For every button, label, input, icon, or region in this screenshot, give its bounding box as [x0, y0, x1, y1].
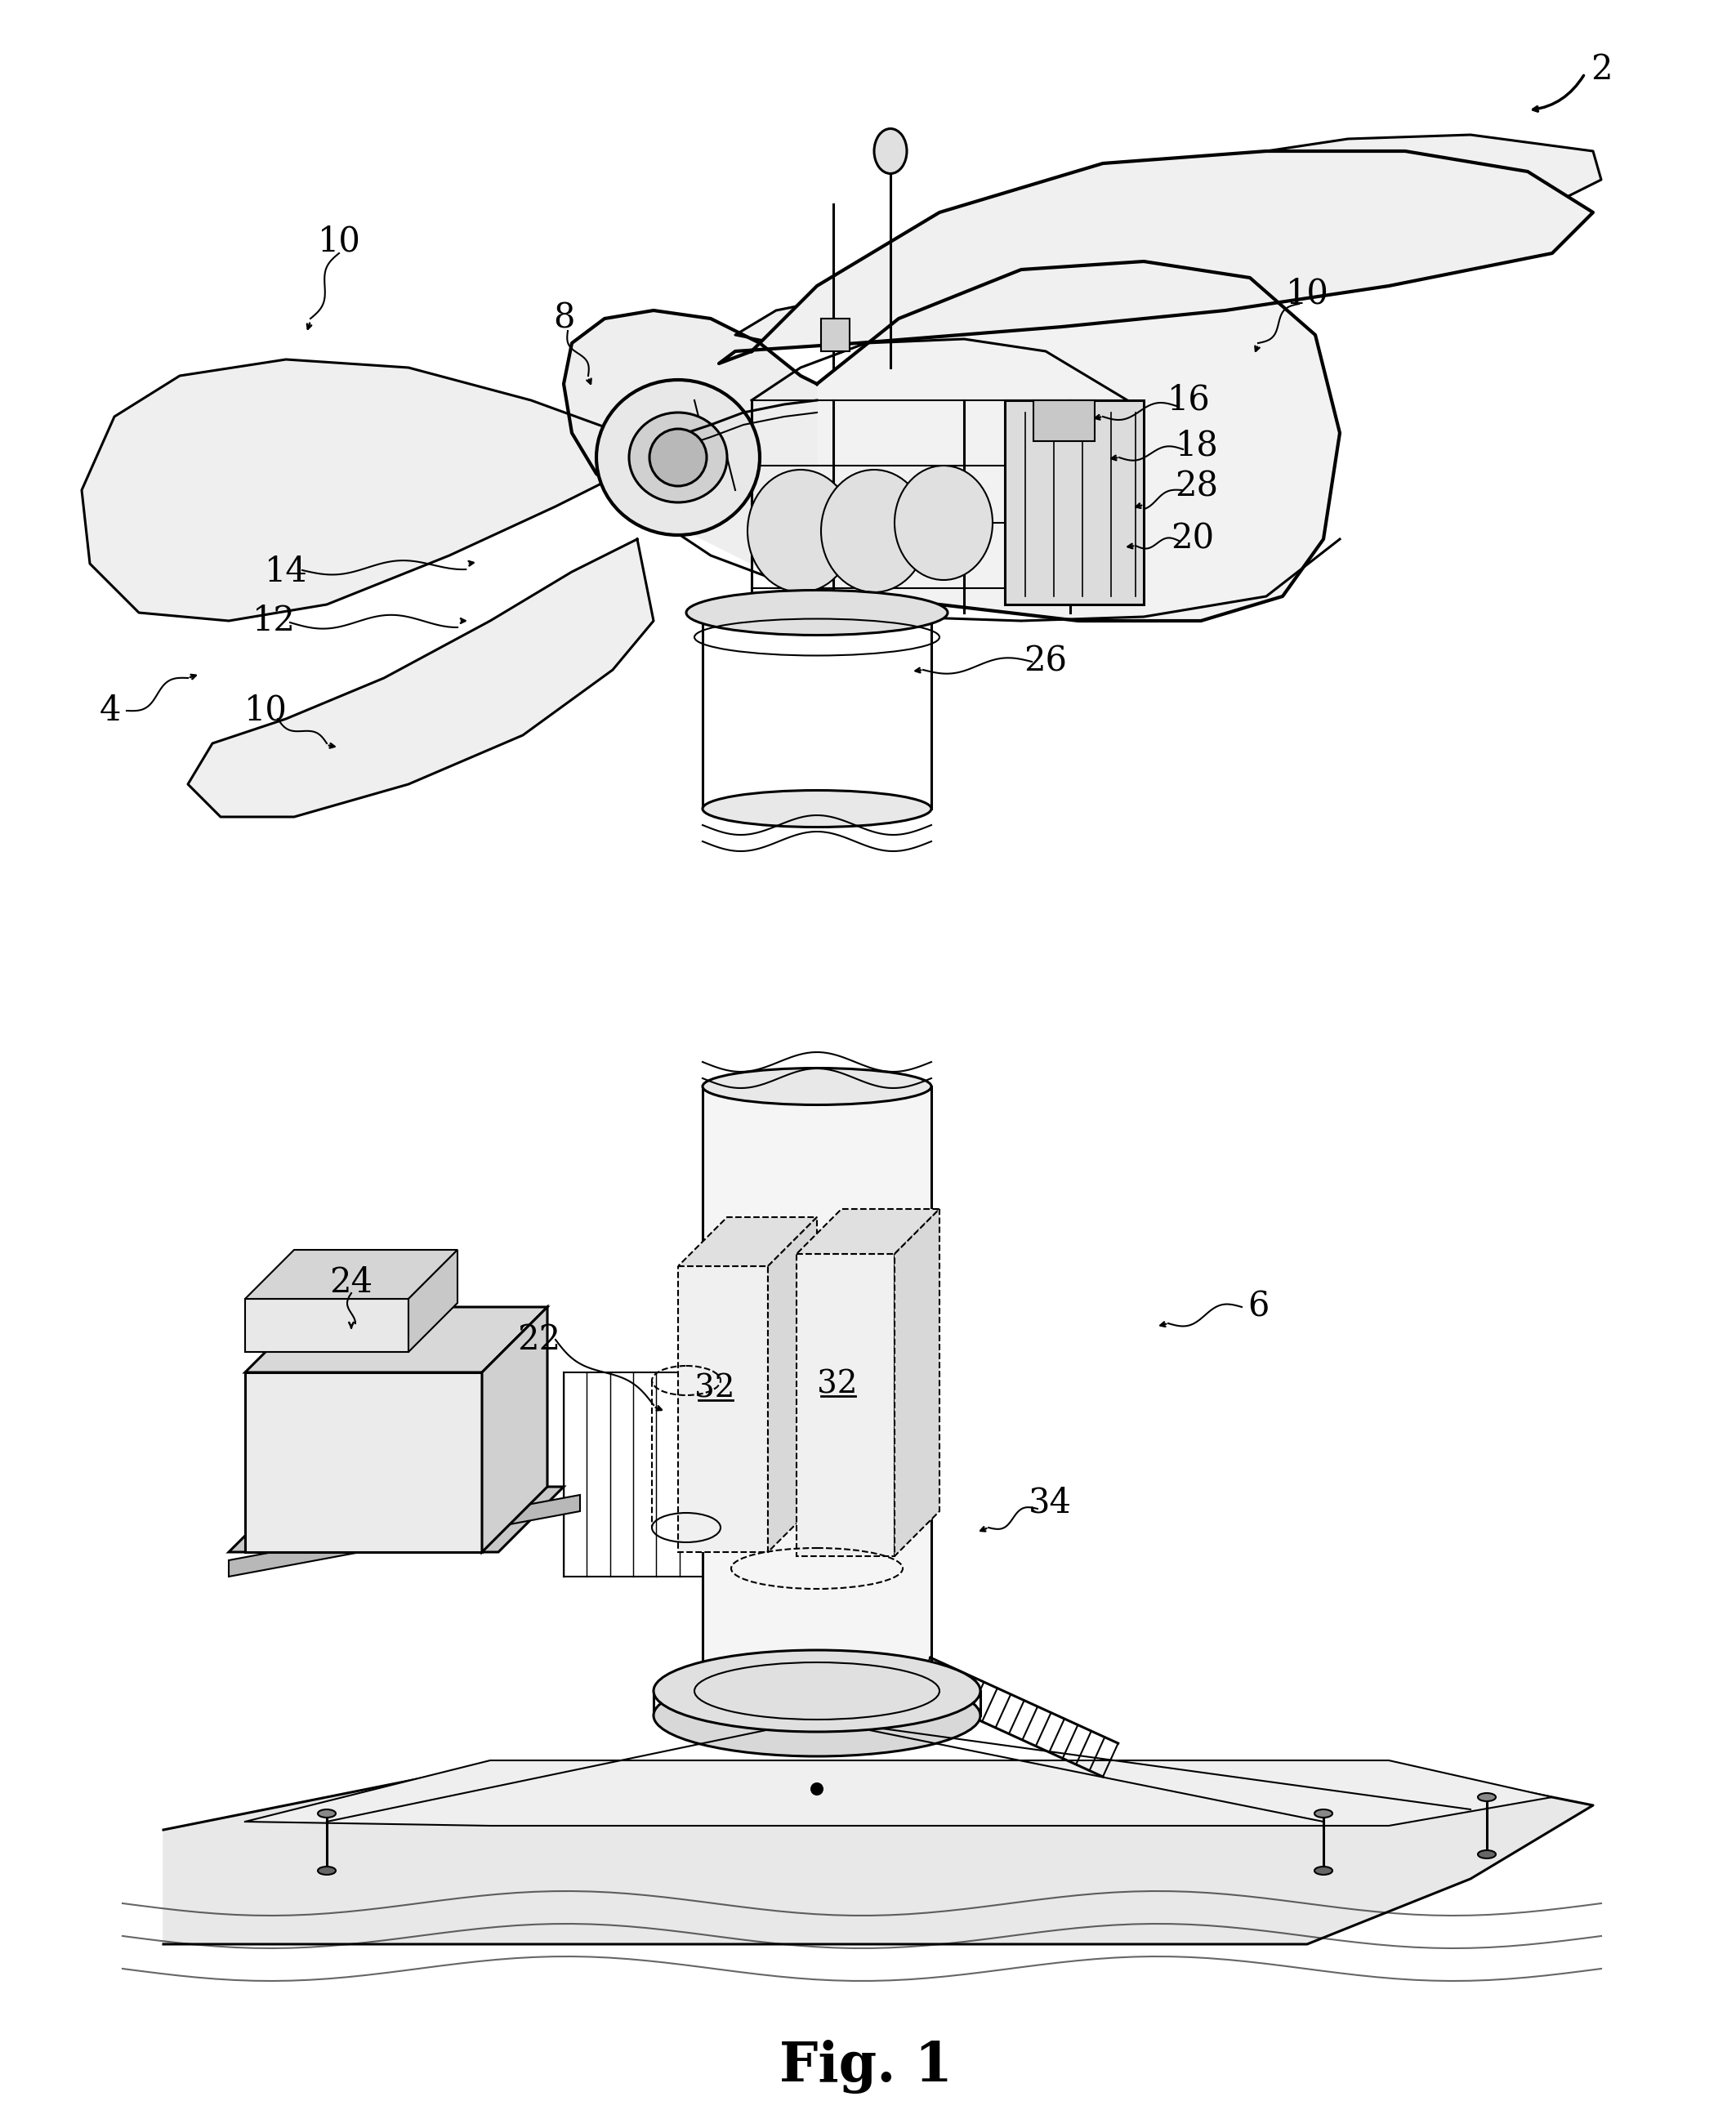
Ellipse shape	[821, 470, 927, 591]
Text: 28: 28	[1175, 468, 1219, 502]
Text: 10: 10	[1285, 278, 1328, 311]
Polygon shape	[818, 261, 1340, 621]
Polygon shape	[245, 1250, 458, 1299]
Ellipse shape	[1314, 1810, 1333, 1818]
Polygon shape	[1005, 400, 1144, 604]
Ellipse shape	[653, 1651, 981, 1731]
Polygon shape	[245, 1299, 408, 1352]
Ellipse shape	[628, 413, 727, 502]
Text: 8: 8	[552, 301, 575, 335]
Polygon shape	[229, 1488, 564, 1551]
Ellipse shape	[894, 466, 993, 581]
Text: 14: 14	[264, 555, 307, 589]
Ellipse shape	[1314, 1867, 1333, 1875]
Ellipse shape	[653, 1674, 981, 1757]
Text: 22: 22	[517, 1322, 561, 1356]
Polygon shape	[797, 1254, 894, 1555]
Text: Fig. 1: Fig. 1	[779, 2041, 953, 2094]
Polygon shape	[1033, 400, 1095, 441]
Polygon shape	[82, 360, 653, 621]
Text: 16: 16	[1167, 384, 1210, 417]
Polygon shape	[408, 1250, 458, 1352]
Ellipse shape	[703, 790, 930, 826]
Ellipse shape	[703, 593, 930, 631]
Ellipse shape	[703, 1068, 930, 1104]
Ellipse shape	[875, 129, 906, 174]
Ellipse shape	[1477, 1793, 1496, 1801]
Polygon shape	[245, 1373, 483, 1551]
Polygon shape	[736, 136, 1601, 343]
Polygon shape	[767, 1216, 818, 1551]
Circle shape	[811, 1782, 823, 1795]
Text: 32: 32	[818, 1369, 858, 1401]
Polygon shape	[187, 538, 653, 818]
Ellipse shape	[1477, 1850, 1496, 1858]
Polygon shape	[245, 1307, 547, 1373]
Polygon shape	[679, 1267, 767, 1551]
Text: 6: 6	[1246, 1290, 1269, 1324]
Ellipse shape	[748, 470, 854, 591]
Text: 20: 20	[1172, 521, 1215, 557]
Ellipse shape	[597, 379, 760, 536]
Text: 4: 4	[99, 693, 122, 727]
Polygon shape	[229, 1494, 580, 1577]
Polygon shape	[163, 1765, 1594, 1945]
Polygon shape	[719, 150, 1594, 364]
Polygon shape	[894, 1210, 939, 1555]
Text: 26: 26	[1024, 644, 1068, 678]
Text: 12: 12	[252, 604, 295, 638]
Text: 34: 34	[1028, 1485, 1071, 1519]
Text: 32: 32	[694, 1373, 734, 1403]
Ellipse shape	[686, 591, 948, 636]
Polygon shape	[679, 1216, 818, 1267]
Text: 10: 10	[243, 693, 286, 727]
Polygon shape	[245, 1761, 1552, 1827]
Text: 18: 18	[1175, 428, 1219, 462]
Circle shape	[649, 428, 707, 485]
Ellipse shape	[318, 1867, 335, 1875]
Polygon shape	[703, 1087, 930, 1682]
Polygon shape	[821, 318, 849, 352]
Text: 2: 2	[1590, 53, 1613, 87]
Text: 10: 10	[318, 225, 361, 259]
Polygon shape	[797, 1210, 939, 1254]
Text: 24: 24	[330, 1265, 373, 1299]
Ellipse shape	[318, 1810, 335, 1818]
Polygon shape	[564, 309, 818, 595]
Polygon shape	[483, 1307, 547, 1551]
